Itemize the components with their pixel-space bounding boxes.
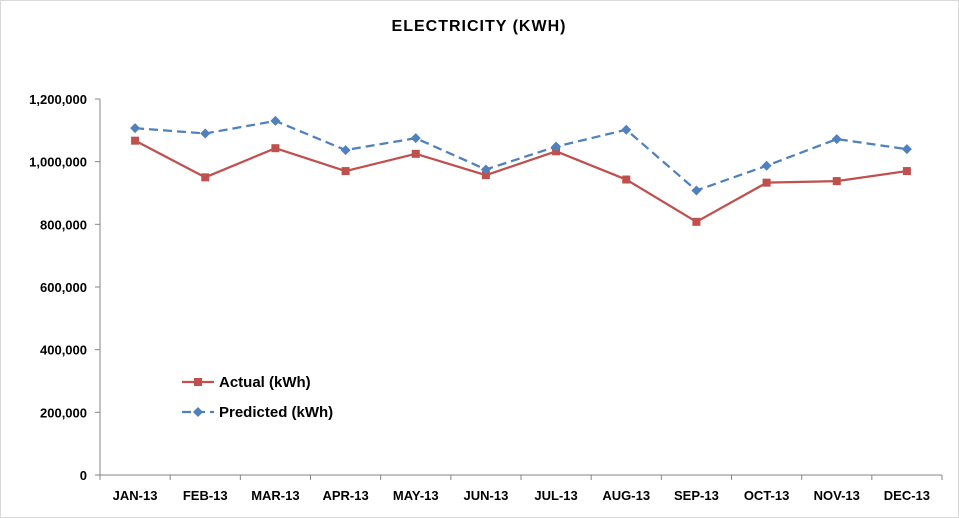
data-point: [270, 115, 281, 126]
x-axis-ticks: JAN-13 FEB-13 MAR-13 APR-13 MAY-13 JUN-13 JUL-…: [99, 475, 943, 503]
data-point: [340, 145, 351, 156]
x-tick-label: AUG-13: [602, 488, 650, 503]
data-point: [130, 123, 141, 134]
y-tick-label: 0: [80, 468, 87, 483]
data-point: [341, 167, 350, 176]
legend-label-predicted: Predicted (kWh): [219, 404, 333, 421]
y-tick-label: 800,000: [40, 217, 87, 232]
data-point: [410, 133, 421, 144]
data-point: [691, 185, 702, 196]
data-point: [551, 141, 562, 152]
legend-label-actual: Actual (kWh): [219, 374, 311, 391]
data-point: [762, 178, 771, 187]
x-tick-label: OCT-13: [744, 488, 790, 503]
data-point: [201, 173, 210, 182]
legend-item-predicted: Predicted (kWh): [182, 404, 333, 421]
y-tick-label: 1,000,000: [29, 155, 87, 170]
x-tick-label: MAR-13: [251, 488, 299, 503]
series-line: [134, 119, 908, 192]
data-point: [481, 171, 490, 180]
data-point: [832, 177, 841, 186]
series-actual: [131, 136, 911, 226]
x-tick-label: JUN-13: [464, 488, 509, 503]
data-point: [271, 144, 280, 153]
x-tick-label: APR-13: [322, 488, 368, 503]
data-point: [831, 134, 842, 145]
y-axis-ticks: 0 200,000 400,000 600,000 800,000 1,000,000 1,…: [29, 92, 100, 483]
chart-title: ELECTRICITY (KWH): [392, 18, 567, 35]
data-point: [902, 167, 911, 176]
y-tick-label: 1,200,000: [29, 92, 87, 107]
x-tick-label: DEC-13: [884, 488, 930, 503]
legend-item-actual: Actual (kWh): [182, 374, 311, 391]
data-point: [901, 144, 912, 155]
data-point: [131, 136, 140, 145]
y-tick-label: 600,000: [40, 280, 87, 295]
data-point: [411, 149, 420, 158]
x-tick-label: JAN-13: [113, 488, 158, 503]
data-point: [761, 160, 772, 171]
data-point: [692, 217, 701, 226]
x-tick-label: JUL-13: [534, 488, 577, 503]
series-predicted: [130, 115, 912, 196]
x-tick-label: SEP-13: [674, 488, 719, 503]
data-point: [200, 128, 211, 139]
legend-marker-predicted: [193, 407, 203, 417]
data-point: [480, 164, 491, 175]
legend: Actual (kWh) Predicted (kWh): [182, 374, 333, 421]
y-tick-label: 400,000: [40, 343, 87, 358]
data-point: [621, 124, 632, 135]
x-tick-label: MAY-13: [393, 488, 439, 503]
series-line: [134, 139, 908, 223]
y-tick-label: 200,000: [40, 405, 87, 420]
series-layer: [130, 115, 912, 226]
data-point: [622, 175, 631, 184]
legend-marker-actual: [194, 378, 202, 386]
x-tick-label: FEB-13: [183, 488, 228, 503]
x-tick-label: NOV-13: [814, 488, 860, 503]
